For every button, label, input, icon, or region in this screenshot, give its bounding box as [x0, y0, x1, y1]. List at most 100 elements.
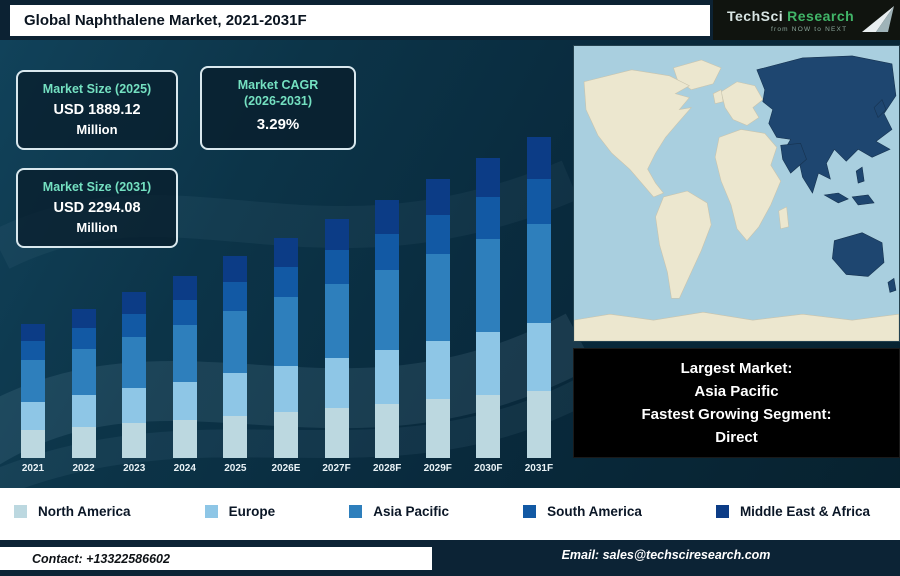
legend: North America Europe Asia Pacific South Ame…: [0, 488, 900, 535]
bar-segment-europe: [71, 395, 96, 427]
bar-segment-south-america: [122, 313, 147, 337]
legend-label: Europe: [228, 504, 276, 519]
x-axis-label: 2030F: [474, 463, 503, 474]
bar-segment-middle-east-africa: [526, 137, 551, 179]
bar-segment-north-america: [526, 390, 551, 458]
main-content: Market Size (2025) USD 1889.12 Million M…: [0, 40, 900, 488]
market-size-2025-unit: Million: [76, 122, 118, 137]
bar-segment-north-america: [375, 403, 400, 458]
bar-slot: 2029F: [413, 179, 463, 474]
x-axis-label: 2026E: [271, 463, 301, 474]
techsci-logo: TechSci Research from NOW to NEXT: [713, 0, 900, 40]
legend-label: South America: [547, 504, 642, 519]
fastest-segment-label: Fastest Growing Segment:: [641, 406, 832, 423]
bar-slot: 2031F: [514, 137, 564, 474]
stacked-bar: [273, 238, 298, 458]
bar-segment-middle-east-africa: [273, 238, 298, 267]
bar-segment-south-america: [526, 178, 551, 224]
stacked-bar: [476, 158, 501, 458]
largest-market-label: Largest Market:: [680, 360, 793, 377]
footer-contact: Contact: +13322586602: [32, 552, 170, 566]
bar-segment-middle-east-africa: [71, 309, 96, 329]
bar-segment-middle-east-africa: [375, 200, 400, 234]
bar-segment-north-america: [21, 429, 45, 458]
market-cagr-label-line1: Market CAGR: [237, 78, 319, 92]
bar-segment-asia-pacific: [122, 336, 147, 389]
region-north-america: [583, 69, 693, 198]
title-strip: Global Naphthalene Market, 2021-2031F: [10, 5, 710, 36]
bar-segment-asia-pacific: [21, 360, 45, 402]
bar-segment-middle-east-africa: [21, 324, 45, 342]
bar-slot: 2022: [59, 309, 109, 474]
bar-segment-europe: [526, 323, 551, 391]
highlight-box: Largest Market: Asia Pacific Fastest Gro…: [573, 348, 900, 458]
logo-text: TechSci Research: [727, 8, 900, 24]
bar-segment-asia-pacific: [526, 223, 551, 324]
legend-item: North America: [14, 504, 131, 519]
region-japan: [873, 99, 887, 119]
region-arabia: [780, 143, 807, 174]
legend-swatch: [523, 505, 537, 518]
bar-slot: 2024: [160, 276, 210, 474]
bar-segment-asia-pacific: [476, 239, 501, 332]
bar-segment-north-america: [172, 419, 197, 458]
bar-segment-middle-east-africa: [223, 256, 248, 283]
market-size-2025-value: USD 1889.12: [53, 102, 141, 118]
bar-segment-europe: [375, 349, 400, 404]
bar-segment-asia-pacific: [71, 349, 96, 396]
legend-swatch: [204, 505, 218, 518]
stacked-bar: [172, 276, 197, 458]
world-map-panel: [573, 45, 900, 342]
region-europe: [720, 81, 764, 126]
x-axis-label: 2031F: [524, 463, 554, 474]
logo-part1: TechSci: [727, 7, 784, 24]
x-axis-label: 2023: [123, 463, 146, 474]
region-antarctica: [573, 311, 900, 342]
bar-segment-asia-pacific: [425, 254, 450, 341]
bar-segment-asia-pacific: [223, 310, 248, 374]
logo-arrow-icon: [862, 6, 894, 32]
region-indonesia-east: [851, 194, 875, 206]
bar-segment-north-america: [71, 426, 96, 458]
bar-segment-asia-pacific: [172, 325, 197, 382]
bar-slot: 2030F: [463, 158, 513, 474]
x-axis-label: 2024: [173, 463, 196, 474]
bar-segment-asia-pacific: [273, 297, 298, 366]
bar-segment-europe: [425, 340, 450, 400]
bar-segment-middle-east-africa: [324, 219, 349, 251]
region-asia: [756, 55, 897, 194]
stacked-bar: [375, 200, 400, 458]
bar-segment-europe: [476, 332, 501, 395]
legend-swatch: [14, 505, 27, 518]
legend-item: Asia Pacific: [349, 504, 449, 519]
bar-segment-north-america: [425, 399, 450, 458]
legend-item: Middle East & Africa: [715, 504, 870, 519]
legend-item: South America: [523, 504, 642, 519]
bar-slot: 2021: [8, 324, 58, 474]
region-asia-pacific-highlight: [756, 55, 897, 293]
bar-segment-south-america: [425, 215, 450, 255]
x-axis-label: 2028F: [372, 463, 402, 474]
x-axis-label: 2025: [224, 463, 247, 474]
stacked-bar: [71, 309, 96, 458]
world-map: [573, 55, 900, 342]
region-africa: [714, 129, 782, 242]
bar-segment-north-america: [122, 423, 147, 458]
bar-slot: 2027F: [312, 219, 362, 474]
bar-segment-north-america: [273, 411, 298, 458]
footer: Contact: +13322586602 Email: sales@techs…: [0, 535, 900, 576]
bar-slot: 2025: [210, 256, 260, 474]
bar-segment-south-america: [223, 282, 248, 311]
bar-segment-europe: [223, 373, 248, 416]
legend-swatch: [349, 505, 363, 518]
bar-segment-middle-east-africa: [425, 179, 450, 216]
legend-item: Europe: [204, 504, 276, 519]
stacked-bar: [223, 256, 248, 458]
stacked-bar: [122, 292, 147, 458]
region-new-zealand: [887, 277, 897, 293]
market-size-2031-label: Market Size (2031): [42, 180, 152, 194]
logo-tagline: from NOW to NEXT: [771, 25, 848, 33]
bar-segment-europe: [21, 401, 45, 430]
market-size-2031-value: USD 2294.08: [53, 200, 141, 216]
